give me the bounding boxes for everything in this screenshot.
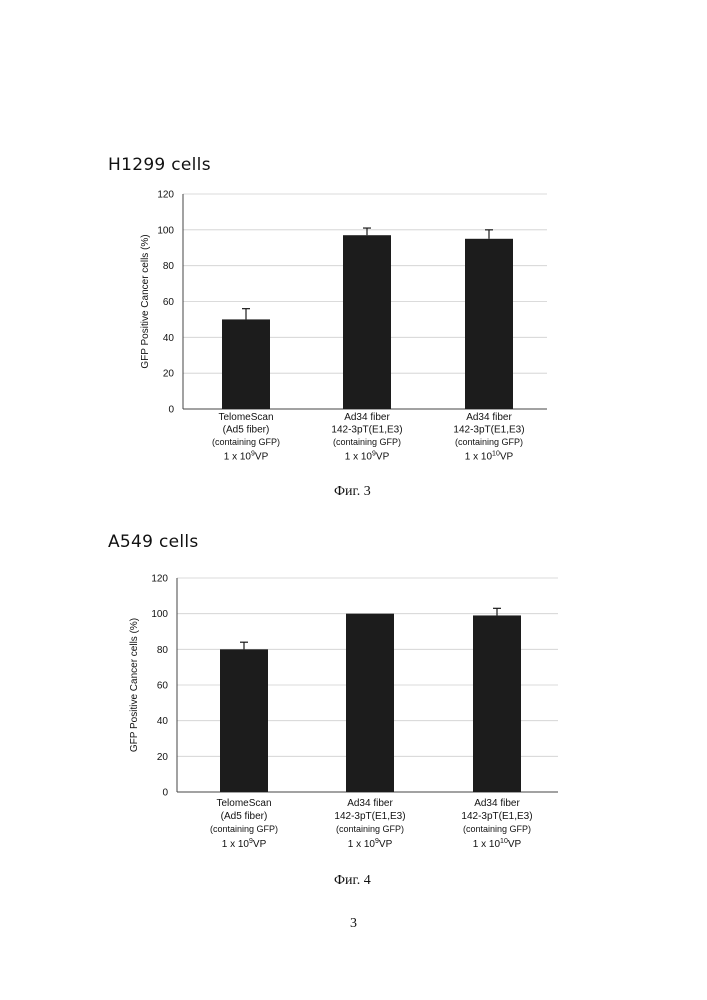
x-tick-label: (containing GFP) xyxy=(455,437,523,447)
bar xyxy=(346,614,394,792)
x-tick-label: 142-3pT(E1,E3) xyxy=(453,425,524,436)
y-tick-label: 80 xyxy=(157,645,169,656)
x-tick-label: 142-3pT(E1,E3) xyxy=(331,425,402,436)
y-tick-label: 80 xyxy=(163,261,175,272)
x-tick-label: Ad34 fiber xyxy=(466,412,512,423)
dose-label: 1 x 109VP xyxy=(222,838,267,850)
figure-caption-3: Фиг. 3 xyxy=(334,484,371,500)
bar xyxy=(220,649,268,792)
x-tick-label: (containing GFP) xyxy=(463,824,531,834)
x-tick-label: (Ad5 fiber) xyxy=(221,811,268,822)
x-tick-label: (containing GFP) xyxy=(336,824,404,834)
bar xyxy=(465,239,513,409)
dose-label: 1 x 109VP xyxy=(224,451,269,463)
y-tick-label: 60 xyxy=(157,681,169,692)
bar xyxy=(343,235,391,409)
y-tick-label: 40 xyxy=(157,716,169,727)
page-number: 3 xyxy=(0,916,707,932)
y-tick-label: 0 xyxy=(162,788,168,799)
bar xyxy=(222,319,270,409)
chart-title-a549: A549 cells xyxy=(108,532,199,552)
dose-label: 1 x 109VP xyxy=(348,838,393,850)
chart-title-h1299: H1299 cells xyxy=(108,155,211,175)
y-axis-label: GFP Positive Cancer cells (%) xyxy=(129,618,140,752)
dose-label: 1 x 1010VP xyxy=(465,451,514,463)
figure-caption-4: Фиг. 4 xyxy=(334,873,371,889)
x-tick-label: (containing GFP) xyxy=(333,437,401,447)
x-tick-label: Ad34 fiber xyxy=(474,798,520,809)
bar xyxy=(473,615,521,792)
x-tick-label: Ad34 fiber xyxy=(347,798,393,809)
y-tick-label: 0 xyxy=(168,405,174,416)
bar-chart-h1299: 0 20 40 60 80 100 120 GFP Positive Cancer cells… xyxy=(0,180,707,510)
x-tick-label: TelomeScan xyxy=(216,798,271,809)
y-tick-label: 60 xyxy=(163,297,175,308)
y-tick-label: 40 xyxy=(163,333,175,344)
dose-label: 1 x 109VP xyxy=(345,451,390,463)
x-tick-label: TelomeScan xyxy=(218,412,273,423)
x-tick-label: (containing GFP) xyxy=(212,437,280,447)
bar-chart-a549: 0 20 40 60 80 100 120 GFP Positive Cancer cells… xyxy=(0,565,707,875)
x-tick-label: (containing GFP) xyxy=(210,824,278,834)
y-tick-label: 20 xyxy=(163,369,175,380)
dose-label: 1 x 1010VP xyxy=(473,838,522,850)
y-tick-label: 100 xyxy=(151,609,168,620)
y-tick-label: 120 xyxy=(151,574,168,585)
x-tick-label: 142-3pT(E1,E3) xyxy=(461,811,532,822)
x-tick-label: Ad34 fiber xyxy=(344,412,390,423)
y-tick-label: 100 xyxy=(157,225,174,236)
y-axis-label: GFP Positive Cancer cells (%) xyxy=(140,234,151,368)
y-tick-label: 120 xyxy=(157,190,174,201)
y-tick-label: 20 xyxy=(157,752,169,763)
x-tick-label: 142-3pT(E1,E3) xyxy=(334,811,405,822)
x-tick-label: (Ad5 fiber) xyxy=(223,425,270,436)
